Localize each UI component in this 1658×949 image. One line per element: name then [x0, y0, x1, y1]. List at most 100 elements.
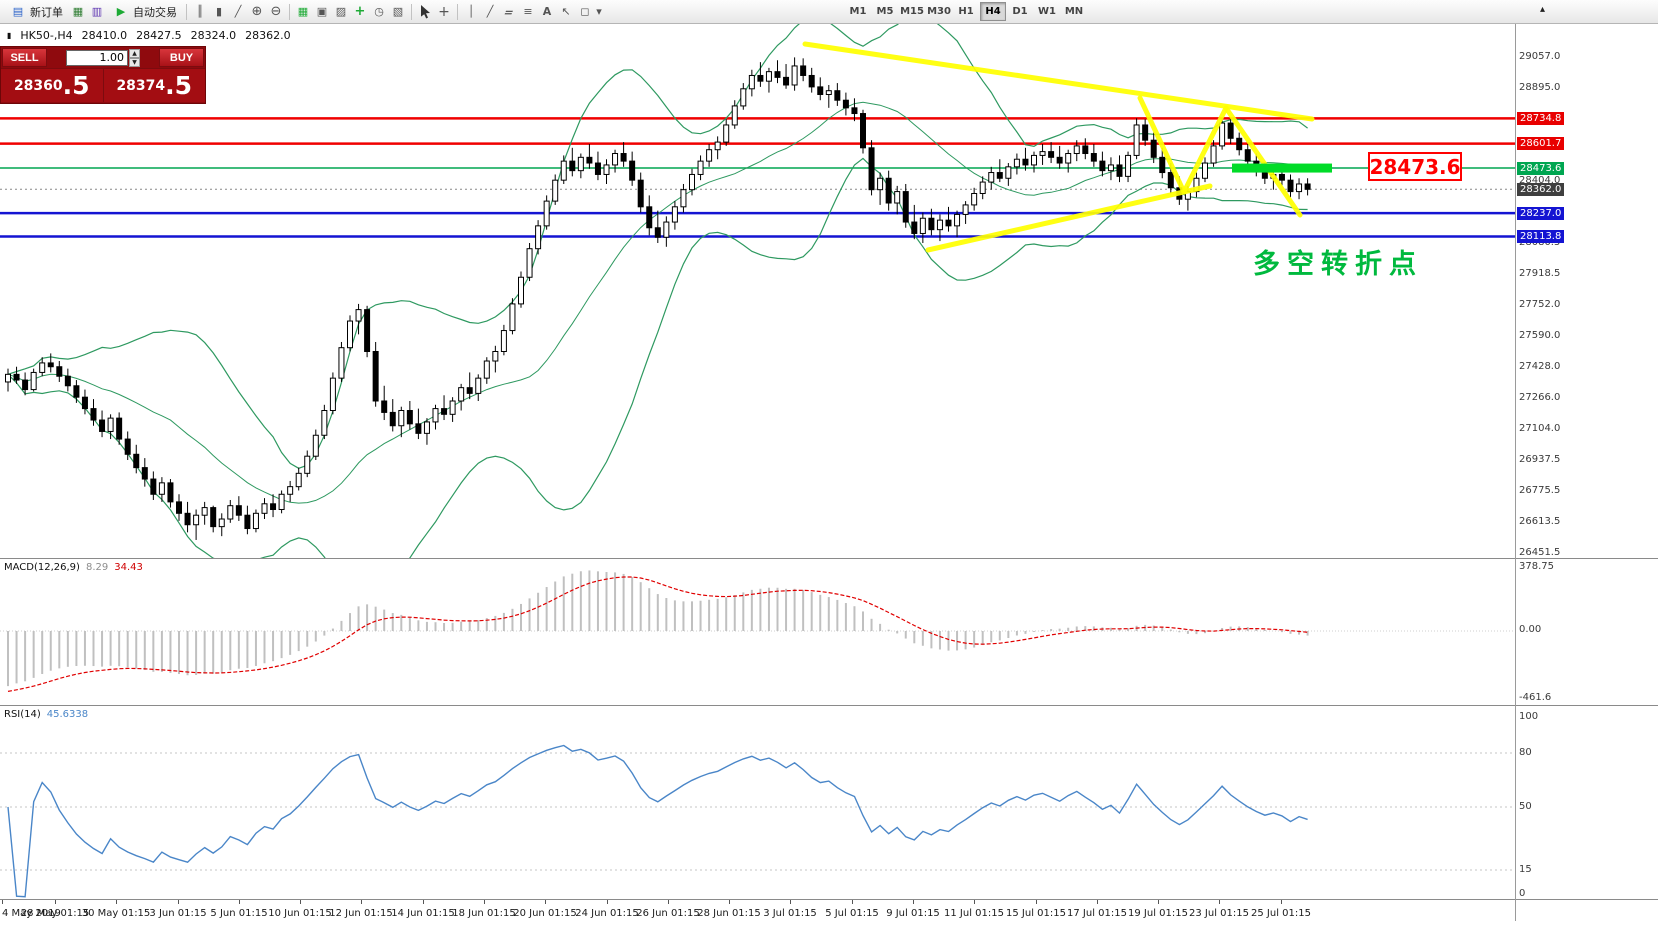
time-label: 12 Jun 01:15: [329, 908, 393, 919]
vertical-line-icon[interactable]: │: [467, 5, 475, 18]
profiles-icon[interactable]: ▨: [335, 5, 347, 18]
toolbar-separator: [289, 3, 290, 20]
volume-up-icon[interactable]: ▲: [129, 48, 140, 58]
autotrade-button[interactable]: ▶ 自动交易: [107, 2, 182, 22]
yellow-trendline-3[interactable]: [1137, 95, 1187, 195]
price-badge-28237.0: 28237.0: [1517, 206, 1565, 220]
bollinger-upper-band: [7, 24, 1308, 469]
timeframe-w1[interactable]: W1: [1038, 6, 1056, 17]
crosshair-icon[interactable]: +: [438, 3, 450, 20]
axis-separator: [1515, 24, 1516, 921]
time-tick: [913, 900, 914, 904]
bollinger-lower-band: [7, 157, 1308, 558]
rsi-chart[interactable]: [0, 706, 1515, 899]
timeframe-m1[interactable]: M1: [849, 6, 867, 17]
timeframe-toolbar: M1 M5 M15 M30 H1 H4 D1 W1 MN: [845, 2, 1087, 21]
chart-panel[interactable]: ▮ HK50-,H4 28410.0 28427.5 28324.0 28362…: [0, 24, 1658, 558]
macd-scale-zero: 0.00: [1519, 624, 1542, 635]
time-tick: [361, 900, 362, 904]
macd-label: MACD(12,26,9) 8.29 34.43: [4, 562, 143, 573]
price-badge-28601.7: 28601.7: [1517, 137, 1565, 151]
ohlc-high: 28427.5: [136, 29, 182, 42]
timeframe-m30[interactable]: M30: [927, 6, 951, 17]
volume-control: ▲ ▼: [47, 48, 159, 67]
volume-spinner: ▲ ▼: [129, 48, 140, 67]
cursor-icon[interactable]: [416, 3, 434, 21]
time-label: 14 Jun 01:15: [391, 908, 455, 919]
template-icon[interactable]: ▧: [392, 5, 404, 18]
charts-grid-icon[interactable]: ▦: [72, 5, 84, 18]
arrow-tool-icon[interactable]: ↖: [561, 5, 571, 18]
new-chart-icon[interactable]: ▣: [316, 5, 328, 18]
period-icon[interactable]: ◷: [374, 5, 384, 18]
fibonacci-icon[interactable]: ≡: [523, 5, 533, 18]
time-axis[interactable]: 4 May 2019 28 May 01:15 30 May 01:15 3 Jun …: [0, 899, 1658, 949]
channel-icon[interactable]: =: [501, 5, 517, 18]
time-tick: [1219, 900, 1220, 904]
candlestick-chart-icon[interactable]: ▮: [215, 5, 223, 18]
turning-point-annotation[interactable]: 多空转折点: [1253, 249, 1423, 280]
ohlc-open: 28410.0: [81, 29, 128, 42]
main-chart[interactable]: [0, 24, 1515, 558]
text-tool-icon[interactable]: A: [542, 5, 552, 18]
volume-input[interactable]: [66, 49, 128, 66]
green-highlight-bar[interactable]: [1232, 163, 1332, 173]
sell-price-main: 28360: [13, 77, 63, 94]
volume-down-icon[interactable]: ▼: [129, 57, 140, 67]
time-tick: [1281, 900, 1282, 904]
macd-chart[interactable]: [0, 559, 1515, 705]
bar-chart-icon[interactable]: ║: [196, 5, 204, 18]
yellow-trendline-5[interactable]: [1223, 105, 1303, 218]
timeframe-h1[interactable]: H1: [958, 6, 974, 17]
time-label: 28 Jun 01:15: [697, 908, 761, 919]
yellow-trendline-1[interactable]: [802, 41, 1315, 122]
new-order-button[interactable]: ▤ 新订单: [4, 2, 68, 22]
zoom-in-icon[interactable]: ⊕: [251, 4, 263, 19]
time-label: 19 Jul 01:15: [1128, 908, 1188, 919]
timeframe-m15[interactable]: M15: [900, 6, 924, 17]
sell-price[interactable]: 28360 .5: [1, 68, 104, 102]
time-tick: [1158, 900, 1159, 904]
ohlc-low: 28324.0: [190, 29, 237, 42]
collapse-toolbar-icon[interactable]: ▴: [1540, 4, 1546, 15]
price-tick: 27752.0: [1519, 299, 1561, 311]
market-watch-icon[interactable]: ▥: [91, 5, 103, 18]
time-label: 20 Jun 01:15: [513, 908, 577, 919]
shapes-dropdown-icon[interactable]: ▾: [596, 5, 602, 18]
tile-windows-icon[interactable]: ▦: [297, 5, 309, 18]
price-tick: 27266.0: [1519, 391, 1561, 403]
macd-panel[interactable]: MACD(12,26,9) 8.29 34.43 378.75 0.00 -461.…: [0, 558, 1658, 705]
price-tick: 27428.0: [1519, 361, 1561, 373]
toolbar-separator: [186, 3, 187, 20]
indicators-icon[interactable]: +: [354, 4, 366, 19]
timeframe-d1[interactable]: D1: [1012, 6, 1028, 17]
buy-button[interactable]: BUY: [159, 48, 204, 67]
line-chart-icon[interactable]: ╱: [234, 5, 242, 18]
price-tick: 27918.5: [1519, 267, 1561, 279]
timeframe-mn[interactable]: MN: [1064, 6, 1084, 17]
price-axis[interactable]: 29057.028895.028586.528404.028080.527918…: [1517, 24, 1658, 558]
time-tick: [178, 900, 179, 904]
rsi-line: [7, 744, 1308, 898]
new-order-label: 新订单: [30, 5, 63, 19]
price-callout-label[interactable]: 28473.6: [1368, 152, 1462, 181]
rsi-panel[interactable]: RSI(14) 45.6338 100 80 50 15 0: [0, 705, 1658, 899]
buy-price[interactable]: 28374 .5: [103, 68, 205, 102]
yellow-trendline-2[interactable]: [925, 183, 1213, 253]
sell-button[interactable]: SELL: [2, 48, 47, 67]
time-label: 23 Jul 01:15: [1189, 908, 1249, 919]
time-tick: [974, 900, 975, 904]
rsi-scale-50: 50: [1519, 801, 1532, 812]
zoom-out-icon[interactable]: ⊖: [270, 4, 282, 19]
yellow-trendline-4[interactable]: [1181, 105, 1229, 195]
timeframe-h4[interactable]: H4: [980, 2, 1006, 21]
price-badge-28113.8: 28113.8: [1517, 230, 1565, 244]
trendline-icon[interactable]: ╱: [486, 5, 494, 18]
time-label: 17 Jul 01:15: [1067, 908, 1127, 919]
shapes-icon[interactable]: ◻: [580, 5, 590, 18]
macd-histogram: [7, 570, 1309, 687]
time-label: 9 Jul 01:15: [886, 908, 940, 919]
time-tick: [2, 900, 3, 904]
timeframe-m5[interactable]: M5: [876, 6, 894, 17]
